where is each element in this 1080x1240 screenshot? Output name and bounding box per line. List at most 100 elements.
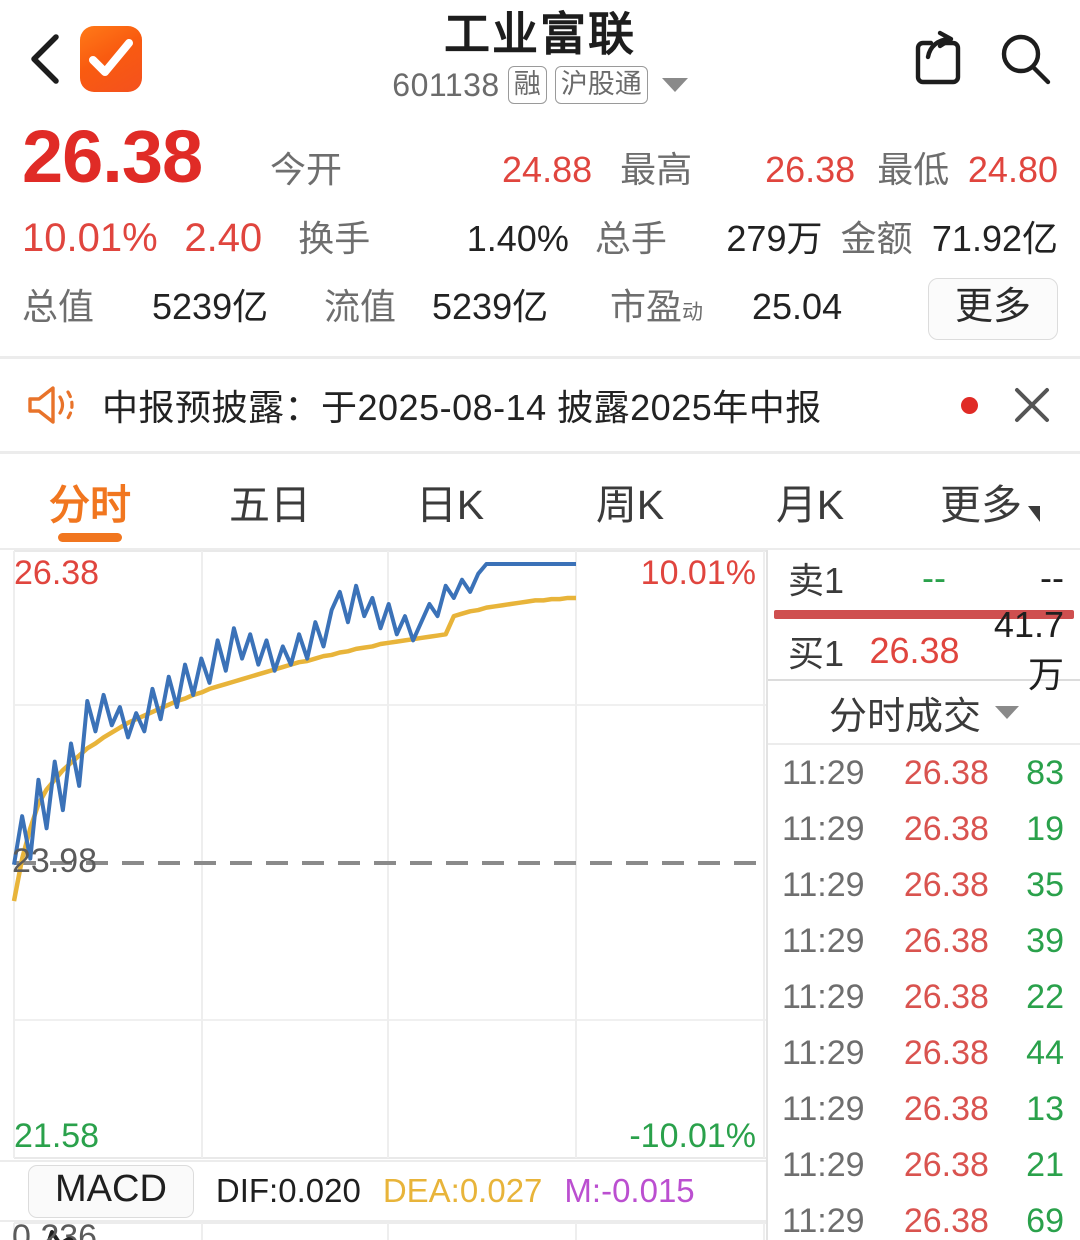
red-dot-icon: [961, 396, 978, 414]
turnover-cell: 换手: [262, 210, 438, 262]
last-price: 26.38: [22, 115, 203, 198]
change-pct-cell: 10.01%: [22, 216, 165, 261]
tick-price: 26.38: [903, 977, 989, 1016]
tick-row[interactable]: 11:29 26.38 39: [768, 913, 1080, 969]
tab-more[interactable]: 更多: [900, 454, 1080, 548]
low-value: 24.80: [967, 149, 1058, 190]
quote-panel: 26.38 今开 24.88 最高 26.38 最低 24.80 10.01%: [0, 118, 1080, 356]
ask-label: 卖1: [788, 560, 845, 601]
orderbook-separator-bar: [774, 610, 1074, 619]
tick-row[interactable]: 11:29 26.38 19: [768, 801, 1080, 857]
bid-price: 26.38: [869, 630, 960, 671]
app-logo[interactable]: [80, 26, 142, 92]
tab-five-day[interactable]: 五日: [180, 454, 360, 548]
tick-volume: 69: [1026, 1201, 1064, 1240]
tick-price: 26.38: [903, 1145, 989, 1184]
average-price-line: [11, 595, 576, 902]
stock-meta-row: 601138 融 沪股通: [392, 66, 688, 104]
tick-row[interactable]: 11:29 26.38 83: [768, 745, 1080, 801]
chart-tabs: 分时 五日 日K 周K 月K 更多: [0, 454, 1080, 548]
tick-time: 11:29: [782, 921, 865, 960]
notice-text: 中报预披露：于2025-08-14 披露2025年中报: [102, 387, 822, 428]
chart-low-label: 21.58: [14, 1117, 100, 1155]
chevron-left-icon: [31, 34, 59, 84]
tab-weekly-k[interactable]: 周K: [540, 454, 720, 548]
macd-chart[interactable]: 0.236: [0, 1222, 766, 1240]
tick-row[interactable]: 11:29 26.38 22: [768, 969, 1080, 1025]
macd-m-value: M:-0.015: [564, 1172, 695, 1209]
tick-time: 11:29: [782, 809, 865, 848]
tick-price: 26.38: [903, 1089, 989, 1128]
main-content: 26.38 10.01% 23.98 21.58 -10.01% MACD DI…: [0, 548, 1080, 1240]
divider-banner: [0, 451, 1080, 454]
tick-volume: 35: [1026, 865, 1064, 904]
ticks-header-label: 分时成交: [828, 695, 981, 738]
macd-chart-svg: [13, 1222, 766, 1240]
share-icon[interactable]: [904, 30, 962, 88]
tab-daily-k[interactable]: 日K: [360, 454, 540, 548]
orderbook-bid-row[interactable]: 买1 26.38 41.7万: [768, 604, 1080, 695]
chevron-down-icon[interactable]: [661, 78, 688, 92]
tick-time: 11:29: [782, 865, 865, 904]
tab-monthly-k[interactable]: 月K: [720, 454, 900, 548]
back-button[interactable]: [26, 31, 68, 87]
tick-time: 11:29: [782, 977, 865, 1016]
macd-dea-value: DEA:0.027: [382, 1172, 543, 1209]
tick-row[interactable]: 11:29 26.38 44: [768, 1025, 1080, 1081]
volume-value-cell: 279万: [706, 210, 822, 262]
orderbook-ask-row[interactable]: 卖1 -- --: [768, 550, 1080, 606]
tick-row[interactable]: 11:29 26.38 13: [768, 1081, 1080, 1137]
high-value-cell: 26.38: [740, 149, 855, 191]
floatcap-cell: 流值: [302, 278, 432, 330]
turnover-label: 换手: [298, 218, 371, 259]
bid-label: 买1: [788, 633, 845, 674]
amount-value: 71.92亿: [931, 218, 1058, 259]
tick-time: 11:29: [782, 1201, 865, 1240]
quote-row-2: 10.01% 2.40 换手 1.40% 总手 279万 金额 71.92亿: [22, 210, 1058, 262]
tab-intraday[interactable]: 分时: [0, 454, 180, 548]
turnover-value-cell: 1.40%: [438, 218, 569, 260]
notice-banner[interactable]: 中报预披露：于2025-08-14 披露2025年中报: [0, 359, 1080, 451]
low-cell: 最低: [855, 141, 968, 193]
ask-price: --: [922, 557, 946, 598]
high-label: 最高: [620, 149, 693, 190]
chart-column: 26.38 10.01% 23.98 21.58 -10.01% MACD DI…: [0, 550, 766, 1240]
price-line: [12, 562, 576, 866]
amount-value-cell: 71.92亿: [932, 210, 1058, 262]
tick-row[interactable]: 11:29 26.38 35: [768, 857, 1080, 913]
tick-price: 26.38: [903, 865, 989, 904]
close-icon[interactable]: [1010, 383, 1054, 427]
search-icon[interactable]: [996, 30, 1054, 88]
macd-indicator-button[interactable]: MACD: [28, 1164, 194, 1218]
pe-value-cell: 25.04: [728, 286, 878, 328]
page-title: 工业富联: [444, 8, 636, 60]
pe-cell: 市盈动: [592, 278, 728, 330]
floatcap-value-cell: 5239亿: [432, 278, 592, 330]
ticks-header[interactable]: 分时成交: [768, 681, 1080, 745]
tick-row[interactable]: 11:29 26.38 21: [768, 1137, 1080, 1193]
change-absolute: 2.40: [184, 216, 263, 260]
mktcap-label: 总值: [22, 286, 95, 327]
more-button[interactable]: 更多: [927, 278, 1058, 340]
stock-code: 601138: [392, 66, 500, 103]
checkmark-icon: [89, 39, 133, 76]
intraday-chart[interactable]: 26.38 10.01% 23.98 21.58 -10.01%: [0, 550, 766, 1160]
pe-sup: 动: [682, 301, 704, 324]
low-label: 最低: [877, 149, 950, 190]
chevron-down-icon: [995, 705, 1019, 719]
tab-five-day-label: 五日: [229, 482, 311, 528]
ticks-list: 11:29 26.38 83 11:29 26.38 19 11:29 26.38 35 11:2…: [768, 745, 1080, 1240]
tick-row[interactable]: 11:29 26.38 69: [768, 1193, 1080, 1240]
ask-volume: --: [1040, 557, 1064, 598]
volume-label: 总手: [594, 218, 667, 259]
high-value: 26.38: [765, 149, 856, 190]
tag-margin: 融: [507, 66, 547, 104]
high-cell: 最高: [592, 141, 740, 193]
tick-time: 11:29: [782, 753, 865, 792]
amount-cell: 金额: [822, 210, 931, 262]
amount-label: 金额: [840, 218, 913, 259]
floatcap-label: 流值: [324, 286, 397, 327]
tab-intraday-label: 分时: [49, 482, 131, 528]
tick-volume: 44: [1026, 1033, 1064, 1072]
